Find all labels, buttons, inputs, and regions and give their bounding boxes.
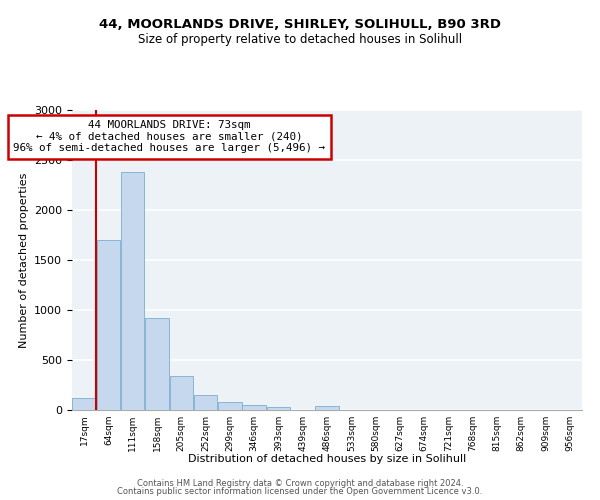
Bar <box>315 406 339 410</box>
Bar <box>266 406 290 410</box>
Bar <box>242 404 266 410</box>
Bar <box>97 240 120 410</box>
Bar <box>145 318 169 410</box>
Y-axis label: Number of detached properties: Number of detached properties <box>19 172 29 348</box>
Bar <box>73 398 96 410</box>
Text: Contains public sector information licensed under the Open Government Licence v3: Contains public sector information licen… <box>118 487 482 496</box>
Text: Contains HM Land Registry data © Crown copyright and database right 2024.: Contains HM Land Registry data © Crown c… <box>137 478 463 488</box>
Bar <box>170 376 193 410</box>
Text: Size of property relative to detached houses in Solihull: Size of property relative to detached ho… <box>138 32 462 46</box>
Bar <box>218 402 242 410</box>
Text: 44, MOORLANDS DRIVE, SHIRLEY, SOLIHULL, B90 3RD: 44, MOORLANDS DRIVE, SHIRLEY, SOLIHULL, … <box>99 18 501 30</box>
Bar <box>194 394 217 410</box>
Bar <box>121 172 145 410</box>
X-axis label: Distribution of detached houses by size in Solihull: Distribution of detached houses by size … <box>188 454 466 464</box>
Text: 44 MOORLANDS DRIVE: 73sqm
← 4% of detached houses are smaller (240)
96% of semi-: 44 MOORLANDS DRIVE: 73sqm ← 4% of detach… <box>13 120 325 153</box>
